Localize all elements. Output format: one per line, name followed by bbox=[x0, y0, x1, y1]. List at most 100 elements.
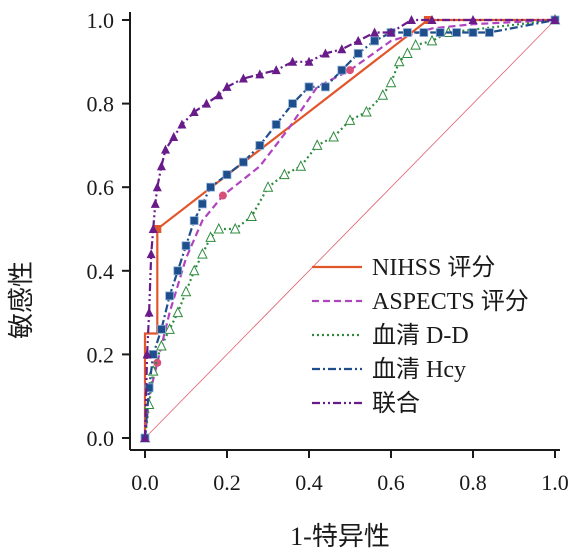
marker-triangle bbox=[156, 339, 167, 351]
marker-square bbox=[238, 157, 248, 167]
legend-label: NIHSS 评分 bbox=[372, 254, 495, 281]
marker-triangle bbox=[344, 114, 356, 125]
marker-square bbox=[144, 383, 154, 393]
marker-triangle bbox=[222, 81, 232, 91]
marker-triangle bbox=[468, 15, 478, 24]
marker-triangle bbox=[238, 73, 248, 83]
marker-square bbox=[271, 120, 281, 129]
marker-triangle bbox=[410, 38, 421, 50]
x-tick-label: 0.6 bbox=[377, 470, 405, 495]
legend-label: 血清 Hcy bbox=[372, 356, 466, 383]
marker-triangle bbox=[213, 222, 225, 234]
x-tick-label: 1.0 bbox=[541, 470, 569, 495]
marker-triangle bbox=[164, 323, 175, 334]
marker-square bbox=[156, 324, 166, 334]
marker-triangle bbox=[255, 69, 265, 79]
marker-square bbox=[402, 28, 412, 37]
marker-square bbox=[419, 28, 429, 37]
series-5 bbox=[140, 15, 560, 442]
marker-square bbox=[337, 65, 347, 75]
marker-triangle bbox=[426, 34, 438, 46]
marker-triangle bbox=[304, 56, 314, 66]
y-axis-title: 敏感性 bbox=[7, 261, 36, 339]
series-1 bbox=[143, 16, 555, 438]
marker-triangle bbox=[202, 98, 211, 108]
x-tick-label: 0.8 bbox=[459, 470, 487, 495]
marker-triangle bbox=[295, 160, 307, 171]
marker-triangle bbox=[288, 56, 298, 66]
series-line bbox=[143, 18, 556, 439]
marker-square bbox=[468, 28, 478, 37]
marker-square bbox=[173, 266, 183, 276]
series-line bbox=[143, 18, 556, 439]
marker-triangle bbox=[385, 76, 397, 88]
y-tick-label: 1.0 bbox=[87, 8, 115, 33]
marker-square bbox=[206, 182, 216, 192]
marker-square bbox=[189, 216, 199, 226]
y-tick-label: 0.2 bbox=[87, 342, 115, 367]
marker-triangle bbox=[328, 130, 339, 142]
marker-square bbox=[435, 28, 445, 37]
marker-triangle bbox=[337, 44, 347, 54]
marker-triangle bbox=[197, 247, 208, 259]
marker-square bbox=[353, 49, 363, 58]
marker-triangle bbox=[152, 182, 162, 192]
marker-triangle bbox=[214, 90, 224, 100]
marker-triangle bbox=[262, 181, 274, 192]
x-axis-title: 1-特异性 bbox=[290, 522, 390, 551]
marker-square bbox=[304, 82, 314, 92]
marker-triangle bbox=[146, 249, 156, 259]
y-tick-label: 0.8 bbox=[87, 92, 115, 117]
marker-square bbox=[153, 225, 162, 233]
marker-square bbox=[452, 28, 462, 37]
marker-triangle bbox=[189, 106, 199, 116]
y-tick-label: 0.4 bbox=[87, 259, 115, 284]
marker-circle bbox=[346, 66, 354, 75]
marker-triangle bbox=[386, 27, 396, 37]
marker-triangle bbox=[370, 27, 380, 37]
legend-label: ASPECTS 评分 bbox=[372, 288, 529, 315]
series-4 bbox=[140, 15, 560, 443]
reference-diagonal bbox=[144, 19, 556, 439]
marker-triangle bbox=[393, 55, 405, 67]
marker-triangle bbox=[353, 35, 363, 45]
marker-triangle bbox=[320, 48, 330, 58]
marker-triangle bbox=[402, 47, 413, 58]
marker-circle bbox=[218, 191, 227, 200]
marker-triangle bbox=[148, 224, 158, 233]
marker-square bbox=[484, 28, 494, 37]
marker-triangle bbox=[156, 161, 166, 171]
marker-square bbox=[222, 170, 232, 180]
marker-triangle bbox=[205, 231, 216, 242]
marker-triangle bbox=[177, 119, 187, 129]
svg-text:敏感性: 敏感性 bbox=[7, 261, 36, 339]
marker-triangle bbox=[180, 285, 192, 297]
marker-triangle bbox=[144, 307, 154, 317]
marker-triangle bbox=[188, 264, 200, 276]
marker-square bbox=[255, 140, 265, 150]
marker-triangle bbox=[271, 65, 281, 75]
marker-triangle bbox=[172, 306, 184, 318]
marker-square bbox=[197, 199, 207, 209]
marker-square bbox=[370, 36, 380, 46]
x-tick-label: 0.0 bbox=[131, 470, 159, 495]
legend-label: 血清 D-D bbox=[372, 322, 469, 349]
marker-triangle bbox=[279, 168, 290, 180]
x-tick-label: 0.4 bbox=[295, 470, 323, 495]
marker-triangle bbox=[550, 15, 560, 24]
marker-triangle bbox=[377, 89, 389, 100]
marker-triangle bbox=[246, 210, 257, 221]
marker-triangle bbox=[407, 15, 416, 24]
marker-triangle bbox=[427, 15, 437, 24]
marker-triangle bbox=[161, 144, 170, 154]
marker-triangle bbox=[140, 433, 150, 442]
marker-triangle bbox=[311, 139, 323, 150]
y-tick-label: 0.0 bbox=[87, 426, 115, 451]
marker-square bbox=[320, 82, 330, 92]
marker-triangle bbox=[229, 222, 241, 234]
legend-label: 联合 bbox=[372, 390, 420, 417]
marker-triangle bbox=[142, 349, 152, 359]
marker-square bbox=[165, 291, 175, 301]
